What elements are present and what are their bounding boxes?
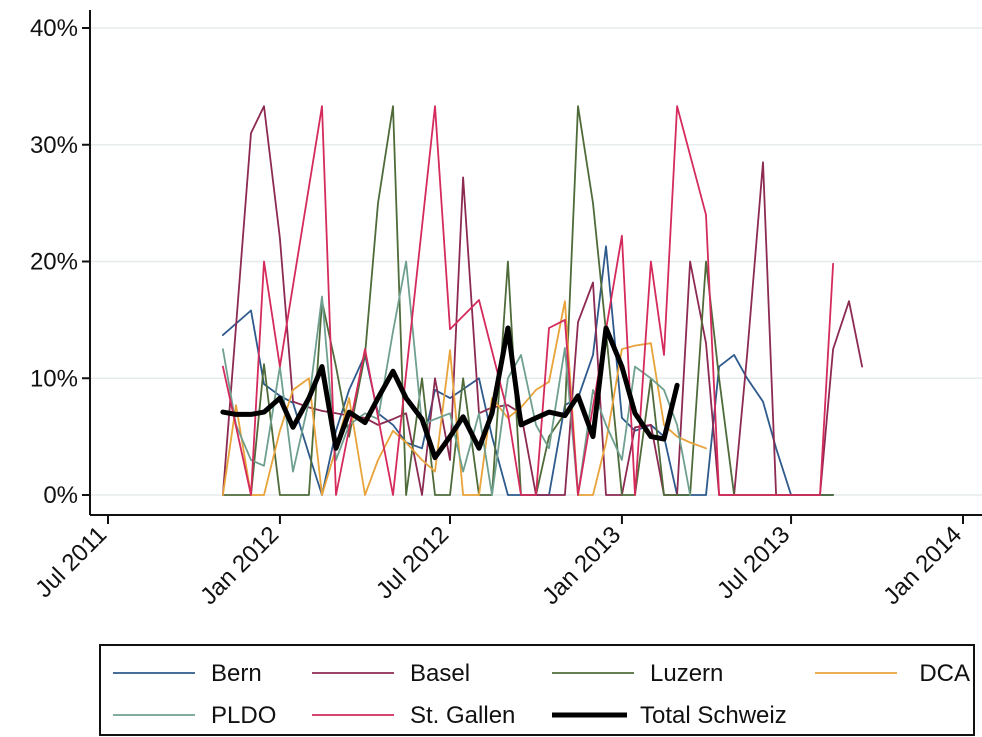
x-tick-label: Jul 2013: [712, 521, 795, 604]
series-line-st-gallen: [222, 105, 834, 496]
axes: [82, 10, 982, 524]
legend-label-basel: Basel: [410, 660, 470, 687]
legend-label-dca: DCA: [919, 660, 970, 687]
x-tick-label: Jan 2013: [537, 521, 626, 610]
y-tick-label: 10%: [30, 365, 78, 392]
x-tick-label: Jul 2012: [371, 521, 454, 604]
series-line-pldo: [222, 260, 691, 496]
y-tick-label: 40%: [30, 15, 78, 42]
y-tick-label: 30%: [30, 132, 78, 159]
series-lines: [220, 105, 863, 496]
legend-label-luzern: Luzern: [650, 660, 723, 687]
series-line-luzern: [222, 105, 834, 496]
y-tick-label: 0%: [43, 482, 78, 509]
x-tick-label: Jan 2012: [195, 521, 284, 610]
legend-label-st-gallen: St. Gallen: [410, 702, 515, 729]
legend-box: [99, 644, 975, 736]
x-axis-tick-labels: Jul 2011 Jan 2012 Jul 2012 Jan 2013 Jul 2013…: [30, 521, 967, 610]
series-line-total-schweiz: [220, 325, 680, 461]
series-line-basel: [222, 105, 863, 496]
legend-label-total-schweiz: Total Schweiz: [640, 702, 787, 729]
y-tick-label: 20%: [30, 249, 78, 276]
legend: Bern Basel Luzern DCA PLDO St. Gallen Total Sc…: [99, 644, 975, 736]
y-axis-tick-labels: 0% 10% 20% 30% 40%: [30, 15, 78, 509]
x-tick-label: Jul 2011: [30, 521, 112, 603]
series-line-bern: [222, 245, 834, 496]
legend-label-pldo: PLDO: [211, 702, 276, 729]
legend-label-bern: Bern: [211, 660, 262, 687]
series-line-dca: [222, 300, 707, 496]
x-tick-label: Jan 2014: [878, 521, 967, 610]
